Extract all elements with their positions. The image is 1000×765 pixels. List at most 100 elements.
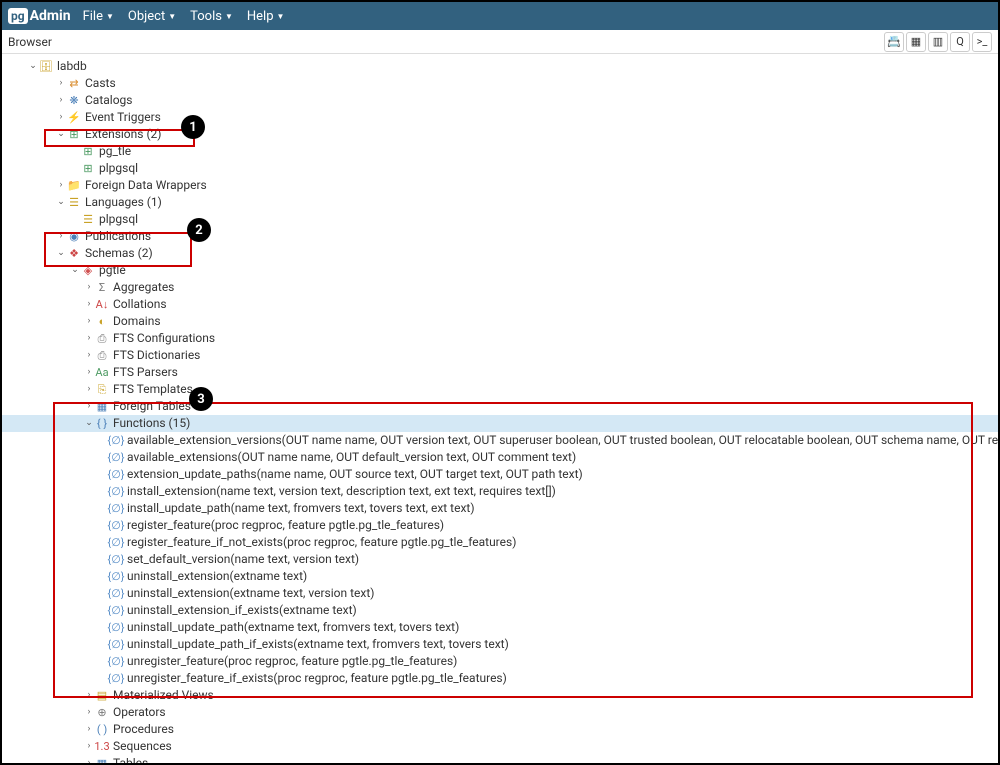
collapse-icon[interactable]: ⌄ — [27, 58, 39, 75]
tree-row[interactable]: ›◐Domains — [2, 313, 998, 330]
terminal-icon[interactable]: >_ — [972, 32, 992, 52]
tree-row[interactable]: ⊞pg_tle — [2, 143, 998, 160]
menu-help[interactable]: Help▼ — [247, 9, 285, 24]
tree-row[interactable]: ›▦Tables — [2, 755, 998, 763]
fts-icon: ⎙ — [95, 349, 109, 363]
tree-row[interactable]: ›AaFTS Parsers — [2, 364, 998, 381]
filter-icon[interactable]: ▥ — [928, 32, 948, 52]
tree-row[interactable]: ›⚡Event Triggers — [2, 109, 998, 126]
tree-row[interactable]: ⌄☰Languages (1) — [2, 194, 998, 211]
properties-icon[interactable]: 📇 — [884, 32, 904, 52]
tree-row[interactable]: ☰plpgsql — [2, 211, 998, 228]
tree-label: Publications — [85, 228, 151, 245]
collapse-icon[interactable]: ⌄ — [69, 262, 81, 279]
tree-row[interactable]: {∅}install_extension(name text, version … — [2, 483, 998, 500]
tree-row[interactable]: ›⇄Casts — [2, 75, 998, 92]
tree-label: plpgsql — [99, 211, 138, 228]
expand-icon[interactable]: › — [83, 738, 95, 755]
collapse-icon[interactable]: ⌄ — [55, 194, 67, 211]
menu-file[interactable]: File▼ — [83, 9, 114, 24]
tree-row[interactable]: {∅}uninstall_update_path(extname text, f… — [2, 619, 998, 636]
mview-icon: ▤ — [95, 689, 109, 703]
funcitem-icon: {∅} — [109, 519, 123, 533]
tree-row[interactable]: {∅}unregister_feature_if_exists(proc reg… — [2, 670, 998, 687]
expand-icon[interactable]: › — [83, 364, 95, 381]
tree-label: extension_update_paths(name name, OUT so… — [127, 466, 583, 483]
tree-row[interactable]: ⌄❖Schemas (2) — [2, 245, 998, 262]
tree-row[interactable]: ›▦Foreign Tables — [2, 398, 998, 415]
tree-row[interactable]: ›ΣAggregates — [2, 279, 998, 296]
expand-icon[interactable]: › — [55, 228, 67, 245]
tree-row[interactable]: {∅}register_feature_if_not_exists(proc r… — [2, 534, 998, 551]
tree-row[interactable]: ⊞plpgsql — [2, 160, 998, 177]
expand-icon[interactable]: › — [83, 313, 95, 330]
collapse-icon[interactable]: ⌄ — [55, 245, 67, 262]
tree-row[interactable]: ⌄{ }Functions (15) — [2, 415, 998, 432]
tree-row[interactable]: ›▤Materialized Views — [2, 687, 998, 704]
expand-icon[interactable]: › — [83, 755, 95, 763]
top-menu-bar: pgAdmin File▼ Object▼ Tools▼ Help▼ — [2, 2, 998, 30]
tree-row[interactable]: {∅}uninstall_extension(extname text) — [2, 568, 998, 585]
funcitem-icon: {∅} — [109, 485, 123, 499]
tree-row[interactable]: {∅}uninstall_extension_if_exists(extname… — [2, 602, 998, 619]
tree-row[interactable]: {∅}uninstall_extension(extname text, ver… — [2, 585, 998, 602]
tree-row[interactable]: ⌄⊞Extensions (2) — [2, 126, 998, 143]
tree-label: plpgsql — [99, 160, 138, 177]
tree-row[interactable]: {∅}set_default_version(name text, versio… — [2, 551, 998, 568]
expand-icon[interactable]: › — [83, 381, 95, 398]
tree-row[interactable]: {∅}unregister_feature(proc regproc, feat… — [2, 653, 998, 670]
tree-row[interactable]: ⌄◈pgtle — [2, 262, 998, 279]
coll-icon: A↓ — [95, 298, 109, 312]
expand-icon[interactable]: › — [55, 177, 67, 194]
ft-icon: ▦ — [95, 400, 109, 414]
expand-icon[interactable]: › — [55, 109, 67, 126]
ftsp-icon: Aa — [95, 366, 109, 380]
tree-row[interactable]: ›◉Publications — [2, 228, 998, 245]
tree-label: unregister_feature(proc regproc, feature… — [127, 653, 457, 670]
expand-icon[interactable]: › — [55, 75, 67, 92]
tree-row[interactable]: ›⊕Operators — [2, 704, 998, 721]
tree-row[interactable]: ›⎙FTS Configurations — [2, 330, 998, 347]
funcitem-icon: {∅} — [109, 536, 123, 550]
tree-row[interactable]: {∅}available_extension_versions(OUT name… — [2, 432, 998, 449]
tree-row[interactable]: ›A↓Collations — [2, 296, 998, 313]
expand-icon[interactable]: › — [83, 721, 95, 738]
expand-icon[interactable]: › — [83, 330, 95, 347]
expand-icon[interactable]: › — [55, 92, 67, 109]
expand-icon[interactable]: › — [83, 279, 95, 296]
expand-icon[interactable]: › — [83, 704, 95, 721]
app-logo: pgAdmin — [8, 8, 71, 24]
tree-row[interactable]: ›⎘FTS Templates — [2, 381, 998, 398]
tree-row[interactable]: {∅}extension_update_paths(name name, OUT… — [2, 466, 998, 483]
tree-label: labdb — [57, 58, 87, 75]
tree-row[interactable]: {∅}available_extensions(OUT name name, O… — [2, 449, 998, 466]
expand-icon[interactable]: › — [83, 687, 95, 704]
tree-label: available_extension_versions(OUT name na… — [127, 432, 998, 449]
expand-icon[interactable]: › — [83, 398, 95, 415]
collapse-icon[interactable]: ⌄ — [55, 126, 67, 143]
expand-icon[interactable]: › — [83, 296, 95, 313]
tree-label: pgtle — [99, 262, 126, 279]
sql-icon[interactable]: ▦ — [906, 32, 926, 52]
tree-row[interactable]: ⌄🗄labdb — [2, 58, 998, 75]
tree-row[interactable]: ›1.3Sequences — [2, 738, 998, 755]
tree-label: Foreign Data Wrappers — [85, 177, 207, 194]
collapse-icon[interactable]: ⌄ — [83, 415, 95, 432]
tree-row[interactable]: {∅}install_update_path(name text, fromve… — [2, 500, 998, 517]
tree-row[interactable]: {∅}uninstall_update_path_if_exists(extna… — [2, 636, 998, 653]
browser-label: Browser — [8, 35, 52, 49]
menu-tools[interactable]: Tools▼ — [190, 9, 233, 24]
tree-label: pg_tle — [99, 143, 131, 160]
menu-object[interactable]: Object▼ — [128, 9, 176, 24]
browser-tree[interactable]: ⌄🗄labdb›⇄Casts›❋Catalogs›⚡Event Triggers… — [2, 54, 998, 763]
tree-row[interactable]: ›⎙FTS Dictionaries — [2, 347, 998, 364]
tree-row[interactable]: ›📁Foreign Data Wrappers — [2, 177, 998, 194]
tree-row[interactable]: ›( )Procedures — [2, 721, 998, 738]
tree-row[interactable]: {∅}register_feature(proc regproc, featur… — [2, 517, 998, 534]
funcitem-icon: {∅} — [109, 672, 123, 686]
expand-icon[interactable]: › — [83, 347, 95, 364]
tree-row[interactable]: ›❋Catalogs — [2, 92, 998, 109]
search-icon[interactable]: Q — [950, 32, 970, 52]
funcitem-icon: {∅} — [109, 604, 123, 618]
tree-label: available_extensions(OUT name name, OUT … — [127, 449, 576, 466]
